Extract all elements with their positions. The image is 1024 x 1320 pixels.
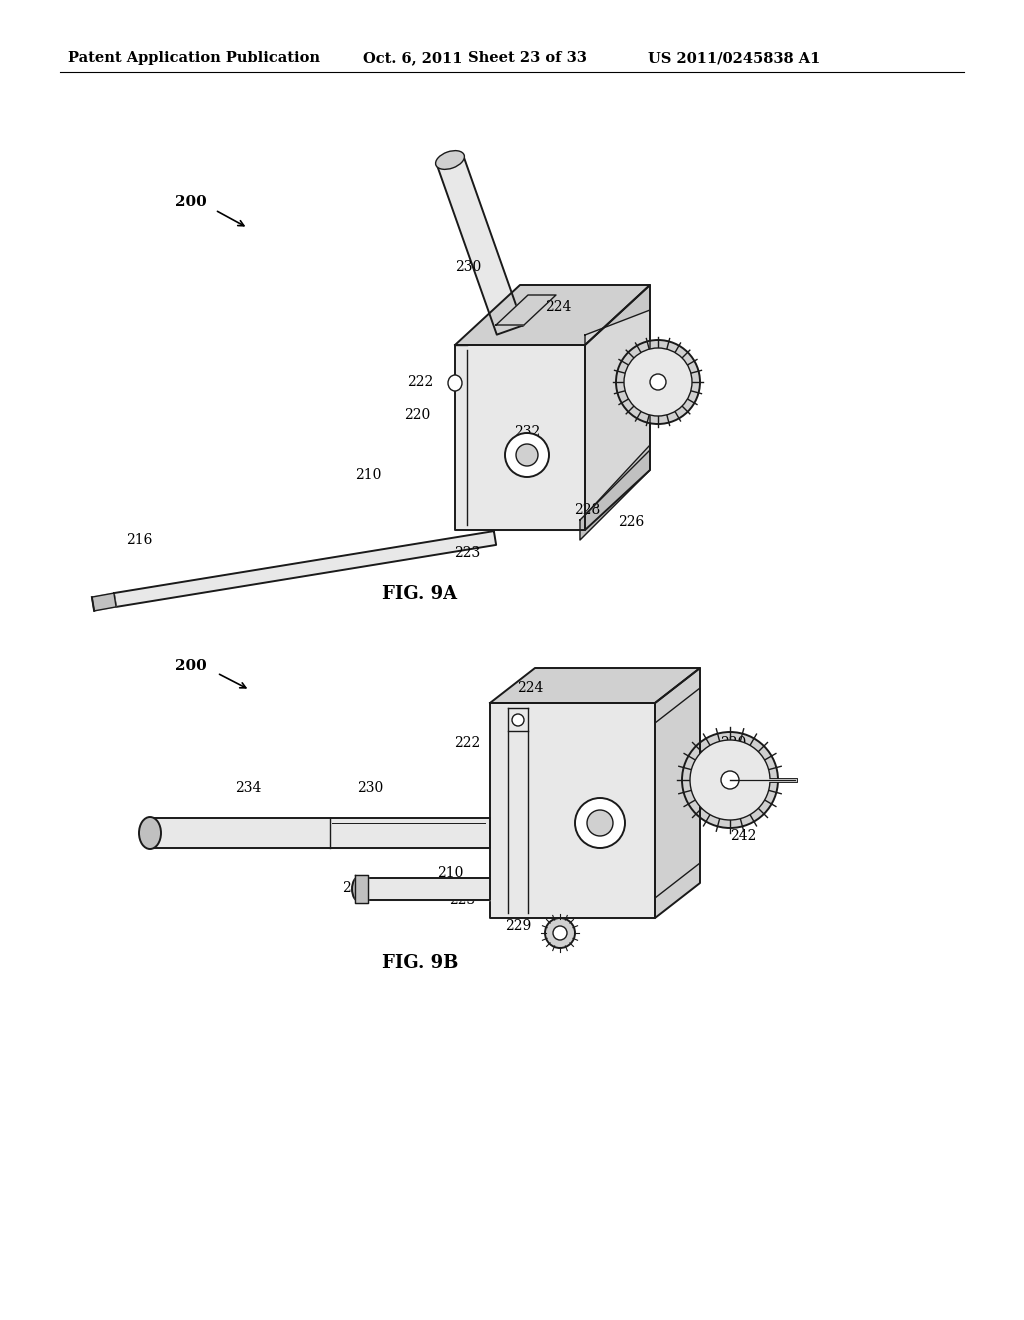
Text: 200: 200 xyxy=(175,195,207,209)
Text: US 2011/0245838 A1: US 2011/0245838 A1 xyxy=(648,51,820,65)
Text: 226: 226 xyxy=(618,515,644,529)
Circle shape xyxy=(624,348,692,416)
Ellipse shape xyxy=(352,876,368,902)
Polygon shape xyxy=(490,668,700,704)
Text: 232: 232 xyxy=(514,425,541,440)
Polygon shape xyxy=(150,818,490,847)
Ellipse shape xyxy=(449,375,462,391)
Circle shape xyxy=(587,810,613,836)
Text: 216: 216 xyxy=(342,880,369,895)
Text: 230: 230 xyxy=(357,781,383,795)
Text: FIG. 9A: FIG. 9A xyxy=(382,585,458,603)
Text: 224: 224 xyxy=(545,300,571,314)
Text: FIG. 9B: FIG. 9B xyxy=(382,954,458,972)
Circle shape xyxy=(690,741,770,820)
Text: 220: 220 xyxy=(720,737,746,750)
Text: 228: 228 xyxy=(573,503,600,517)
Text: 200: 200 xyxy=(175,659,207,673)
Polygon shape xyxy=(455,285,650,345)
Polygon shape xyxy=(437,156,523,335)
Text: Patent Application Publication: Patent Application Publication xyxy=(68,51,319,65)
Polygon shape xyxy=(580,450,650,540)
Text: 224: 224 xyxy=(517,681,543,696)
Polygon shape xyxy=(360,878,490,900)
Circle shape xyxy=(505,433,549,477)
Polygon shape xyxy=(655,688,700,898)
Text: 223: 223 xyxy=(454,546,480,560)
Text: 228: 228 xyxy=(720,762,746,775)
Circle shape xyxy=(553,927,567,940)
Text: 210: 210 xyxy=(437,866,463,880)
Circle shape xyxy=(512,714,524,726)
Ellipse shape xyxy=(139,817,161,849)
Text: 229: 229 xyxy=(505,919,531,933)
Circle shape xyxy=(545,917,575,948)
Circle shape xyxy=(650,374,666,389)
Text: 220: 220 xyxy=(403,408,430,422)
Text: 216: 216 xyxy=(126,533,152,546)
Circle shape xyxy=(516,444,538,466)
Polygon shape xyxy=(496,294,556,325)
Text: 210: 210 xyxy=(354,469,381,482)
Text: 240: 240 xyxy=(720,785,746,800)
Text: 222: 222 xyxy=(454,737,480,750)
Polygon shape xyxy=(585,310,650,515)
Polygon shape xyxy=(585,285,650,531)
Circle shape xyxy=(721,771,739,789)
Text: Oct. 6, 2011: Oct. 6, 2011 xyxy=(362,51,463,65)
Polygon shape xyxy=(92,593,116,611)
Polygon shape xyxy=(114,531,496,607)
Polygon shape xyxy=(455,345,585,531)
Text: Sheet 23 of 33: Sheet 23 of 33 xyxy=(468,51,587,65)
Polygon shape xyxy=(355,875,368,903)
Text: 234: 234 xyxy=(234,781,261,795)
Polygon shape xyxy=(490,704,655,917)
Circle shape xyxy=(682,733,778,828)
Text: 242: 242 xyxy=(730,829,757,843)
Circle shape xyxy=(575,799,625,847)
Text: 222: 222 xyxy=(407,375,433,389)
Text: 230: 230 xyxy=(455,260,481,275)
Text: 218: 218 xyxy=(645,385,672,400)
Text: 240: 240 xyxy=(632,366,658,379)
Polygon shape xyxy=(655,668,700,917)
Circle shape xyxy=(616,341,700,424)
Text: 223: 223 xyxy=(449,894,475,907)
Ellipse shape xyxy=(435,150,465,169)
